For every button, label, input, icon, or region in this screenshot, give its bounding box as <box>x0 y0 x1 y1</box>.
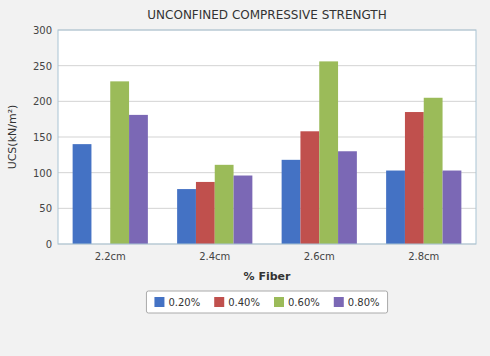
bar <box>424 98 443 244</box>
legend-item: 0.20% <box>154 297 200 308</box>
grid-line <box>58 65 476 66</box>
legend-item: 0.80% <box>334 297 380 308</box>
x-tick-label: 2.6cm <box>304 251 335 262</box>
legend-label: 0.20% <box>168 297 200 308</box>
bar <box>129 115 148 244</box>
legend-label: 0.40% <box>228 297 260 308</box>
bar <box>110 81 129 244</box>
bar <box>177 189 196 244</box>
legend-box <box>146 291 387 313</box>
plot-area <box>58 30 476 244</box>
y-tick-label: 50 <box>39 203 52 214</box>
y-tick-label: 150 <box>33 132 52 143</box>
legend-label: 0.60% <box>288 297 320 308</box>
bar <box>386 171 405 244</box>
bars <box>73 61 462 244</box>
plot-frame <box>58 30 476 244</box>
x-tick-label: 2.8cm <box>408 251 439 262</box>
title: UNCONFINED COMPRESSIVE STRENGTH <box>147 8 386 22</box>
legend-item: 0.40% <box>214 297 260 308</box>
bar <box>300 131 319 244</box>
legend-swatch <box>274 297 284 307</box>
bar <box>443 171 462 244</box>
legend-label: 0.80% <box>348 297 380 308</box>
x-tick-label: 2.4cm <box>199 251 230 262</box>
bar <box>282 160 301 244</box>
bar <box>234 176 253 244</box>
background <box>0 0 490 356</box>
y-tick-label: 250 <box>33 61 52 72</box>
y-tick-label: 300 <box>33 25 52 36</box>
y-tick-label: 100 <box>33 168 52 179</box>
x-tick-label: 2.2cm <box>95 251 126 262</box>
legend-swatch <box>154 297 164 307</box>
legend-swatch <box>214 297 224 307</box>
legend-item: 0.60% <box>274 297 320 308</box>
bar <box>215 165 234 244</box>
bar <box>196 182 215 244</box>
bar <box>338 151 357 244</box>
bar <box>319 61 338 244</box>
bar <box>73 144 92 244</box>
bar <box>405 112 424 244</box>
legend-swatch <box>334 297 344 307</box>
chart: UNCONFINED COMPRESSIVE STRENGTH 0 50 100 150… <box>0 0 490 356</box>
y-axis-label: UCS(kN/m²) <box>6 105 19 170</box>
x-axis-label: % Fiber <box>244 270 291 283</box>
y-tick-label: 0 <box>46 239 52 250</box>
legend: 0.20% 0.40% 0.60% 0.80% <box>146 291 387 313</box>
y-tick-label: 200 <box>33 96 52 107</box>
